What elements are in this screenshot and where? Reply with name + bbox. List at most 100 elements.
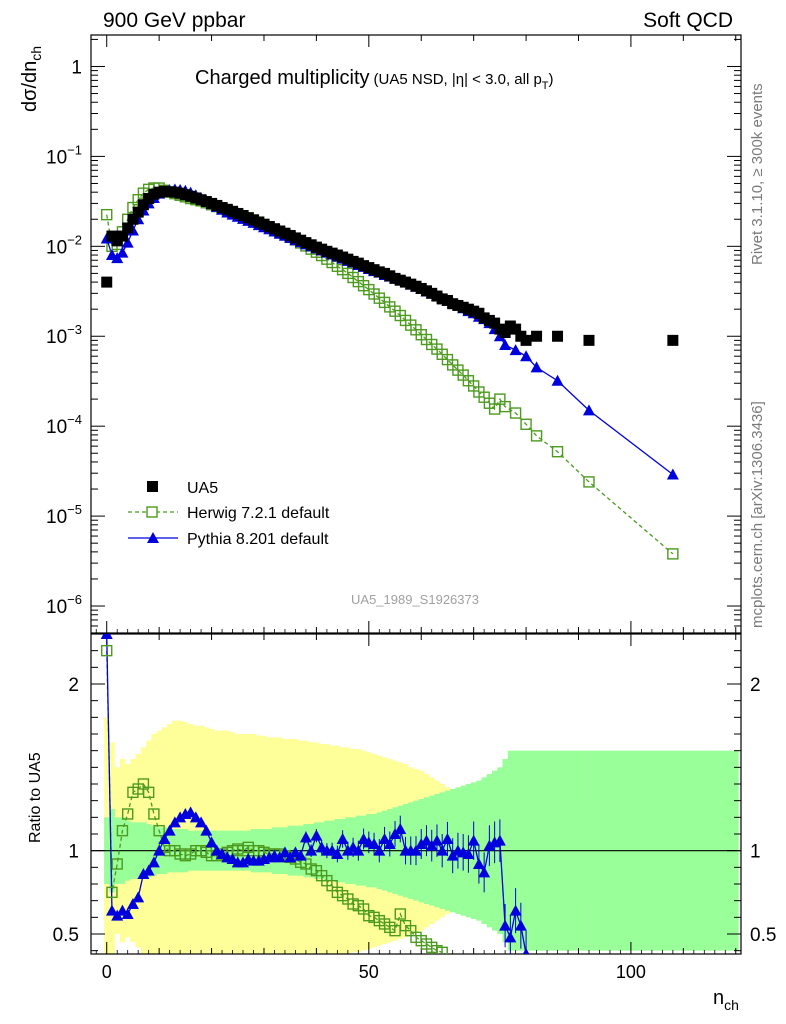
- ratio-plot-frame: [90, 633, 742, 955]
- y-tick-label-main: 10−5: [46, 502, 82, 528]
- pythia-ratio-point: [478, 866, 491, 878]
- pythia-ratio-point: [467, 834, 480, 846]
- analysis-id: UA5_1989_S1926373: [351, 592, 479, 607]
- pythia-ratio-point: [200, 824, 213, 836]
- pythia-ratio-point: [126, 898, 139, 909]
- pythia-ratio-point: [174, 811, 187, 823]
- ua5-point: [552, 330, 564, 342]
- ua5-point: [116, 230, 128, 242]
- ua5-point: [127, 213, 139, 225]
- pythia-ratio-point: [294, 849, 307, 861]
- herwig-ratio-point: [394, 908, 406, 920]
- x-tick-label: 50: [359, 962, 379, 982]
- pythia-point: [121, 236, 134, 248]
- y-tick-label-main: 10−1: [46, 142, 82, 168]
- pythia-ratio-point: [436, 844, 449, 856]
- herwig-line: [106, 187, 674, 555]
- herwig-ratio-line: [106, 650, 443, 953]
- pythia-ratio-point: [394, 823, 407, 834]
- herwig-ratio-point: [106, 886, 118, 899]
- pythia-ratio-point: [499, 919, 512, 931]
- pythia-point: [509, 344, 522, 356]
- ua5-point: [489, 317, 501, 329]
- herwig-ratio-point: [111, 858, 123, 870]
- pythia-ratio-point: [483, 839, 496, 851]
- pythia-point: [116, 246, 129, 258]
- legend-label-herwig: Herwig 7.2.1 default: [187, 505, 330, 522]
- pythia-ratio-point: [336, 833, 349, 844]
- herwig-point: [509, 407, 522, 419]
- y-axis-label-main: dσ/dnch: [19, 46, 44, 112]
- herwig-point: [499, 400, 511, 413]
- pythia-ratio-point: [410, 844, 422, 856]
- legend-entry-herwig: Herwig 7.2.1 default: [128, 505, 330, 522]
- ua5-point: [137, 199, 149, 211]
- pythia-ratio-point: [299, 831, 312, 843]
- pythia-ratio-point: [195, 816, 208, 828]
- chart-title: Charged multiplicity (UA5 NSD, |η| < 3.0,…: [195, 67, 554, 92]
- pythia-ratio-point: [132, 891, 145, 903]
- ratio-y-tick-label-right: 2: [750, 675, 761, 696]
- legend: UA5 Herwig 7.2.1 default Pythia 8.201 de…: [128, 480, 330, 548]
- ratio-y-tick-label-left: 0.5: [53, 925, 79, 946]
- ua5-point: [531, 330, 543, 342]
- legend-entry-ua5: UA5: [147, 480, 218, 497]
- herwig-point: [667, 548, 679, 560]
- ratio-series-group: [100, 634, 530, 954]
- herwig-ratio-point: [121, 808, 134, 820]
- herwig-ratio-point: [116, 824, 129, 837]
- main-plot-frame: [90, 34, 742, 634]
- axes: 0 50 100 1 10−1 10−2 10−3 10−4 10−5 10−6 2 2 1 1 0.5 0.…: [46, 35, 776, 982]
- pythia-point: [530, 361, 543, 373]
- pythia-ratio-point: [522, 948, 530, 954]
- pythia-ratio-point: [352, 844, 365, 856]
- herwig-point: [520, 418, 532, 430]
- pythia-ratio-point: [462, 848, 475, 859]
- pythia-ratio-point: [142, 864, 155, 876]
- pythia-ratio-point: [415, 838, 428, 849]
- y-tick-label-main: 10−4: [46, 412, 82, 438]
- ua5-point: [520, 334, 532, 346]
- ua5-point: [510, 323, 522, 335]
- main-series-group: [100, 182, 679, 560]
- ratio-y-tick-label-left: 1: [68, 842, 79, 863]
- pythia-ratio-point: [378, 833, 391, 844]
- ua5-point: [122, 222, 134, 234]
- legend-label-pythia: Pythia 8.201 default: [187, 531, 329, 548]
- pythia-ratio-point: [441, 833, 454, 844]
- pythia-ratio-point: [509, 904, 522, 916]
- pythia-ratio-point: [137, 868, 150, 879]
- pythia-line: [106, 188, 674, 476]
- herwig-ratio-point: [148, 808, 160, 820]
- herwig-ratio-point: [436, 946, 448, 954]
- ua5-point: [667, 334, 679, 346]
- herwig-ratio-point: [142, 786, 155, 799]
- pythia-point: [666, 468, 679, 480]
- pythia-ratio-point: [504, 931, 517, 943]
- ua5-point: [101, 276, 113, 288]
- ratio-y-tick-label-right: 1: [750, 842, 761, 863]
- pythia-ratio-point: [420, 834, 433, 846]
- pythia-ratio-point: [383, 838, 396, 849]
- y-tick-label-main: 1: [71, 57, 82, 78]
- pythia-ratio-point: [121, 908, 134, 919]
- x-tick-label: 100: [616, 962, 646, 982]
- y-tick-label-main: 10−2: [46, 232, 82, 258]
- pythia-point: [551, 374, 564, 386]
- pythia-ratio-point: [373, 844, 386, 856]
- header-left: 900 GeV ppbar: [103, 9, 245, 32]
- ua5-point: [583, 334, 595, 346]
- pythia-ratio-point: [341, 844, 354, 856]
- herwig-point: [551, 446, 564, 458]
- mcplots-credit-label: mcplots.cern.ch [arXiv:1306.3436]: [749, 401, 766, 628]
- pythia-ratio-point: [100, 634, 113, 639]
- herwig-ratio-point: [431, 944, 443, 954]
- pythia-ratio-point: [158, 833, 171, 844]
- pythia-ratio-point: [368, 838, 381, 849]
- pythia-ratio-point: [310, 829, 323, 841]
- legend-label-ua5: UA5: [187, 480, 218, 497]
- pythia-ratio-point: [147, 856, 160, 868]
- ratio-y-tick-label-left: 2: [68, 675, 79, 696]
- pythia-ratio-point: [493, 834, 506, 846]
